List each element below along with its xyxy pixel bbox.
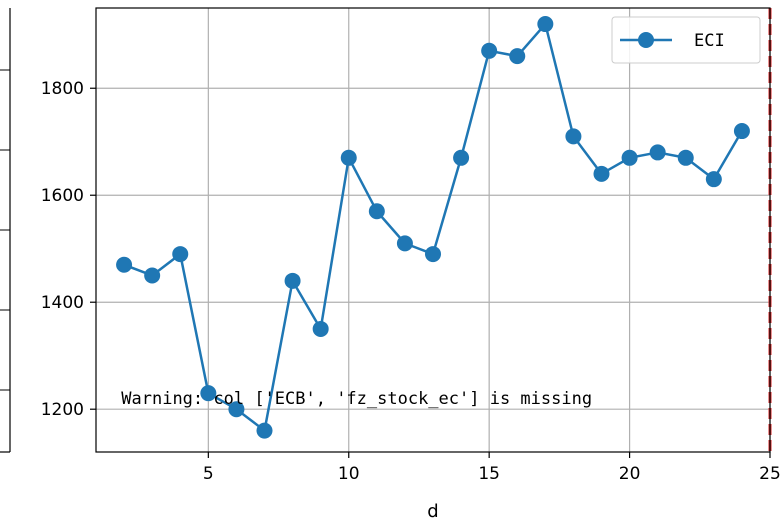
left-panel-fragment <box>0 8 11 453</box>
grid <box>96 8 771 452</box>
data-point <box>733 123 750 140</box>
x-axis-label: d <box>427 501 438 522</box>
data-point <box>396 235 413 252</box>
data-point <box>705 171 722 188</box>
series-line-0 <box>123 22 743 432</box>
y-tick-label: 1400 <box>41 293 84 313</box>
x-axis: 5 10 15 20 25 <box>203 452 781 484</box>
legend-label-eci: ECI <box>694 31 725 51</box>
data-point <box>649 144 666 161</box>
data-point <box>116 256 133 273</box>
data-point <box>340 149 357 166</box>
y-tick-label: 1800 <box>41 79 84 99</box>
data-point <box>565 128 582 145</box>
data-point <box>172 246 189 263</box>
data-point <box>509 48 526 65</box>
data-point <box>144 267 161 284</box>
data-point <box>312 320 329 337</box>
data-point <box>368 203 385 220</box>
legend-box <box>611 16 761 64</box>
plot-frame <box>95 7 771 453</box>
y-tick-label: 1200 <box>41 400 84 420</box>
data-point <box>593 165 610 182</box>
data-point <box>453 149 470 166</box>
legend: ECI <box>611 16 761 64</box>
plot-border <box>95 7 771 453</box>
x-tick-label: 10 <box>338 464 360 484</box>
data-point <box>200 385 217 402</box>
data-point <box>284 272 301 289</box>
series-eci <box>116 16 750 439</box>
data-point <box>481 42 498 59</box>
x-tick-label: 5 <box>203 464 214 484</box>
data-point <box>677 149 694 166</box>
warning-annotation: Warning: col ['ECB', 'fz_stock_ec'] is m… <box>121 389 592 409</box>
y-tick-label: 1600 <box>41 186 84 206</box>
data-point <box>256 422 273 439</box>
data-point <box>621 149 638 166</box>
x-tick-label: 25 <box>759 464 781 484</box>
legend-marker <box>638 32 654 48</box>
data-point <box>425 246 441 263</box>
y-axis: 1200 1400 1600 1800 <box>41 79 96 420</box>
x-tick-label: 15 <box>478 464 500 484</box>
x-tick-label: 20 <box>619 464 641 484</box>
data-point <box>537 16 554 33</box>
data-point <box>228 401 245 418</box>
